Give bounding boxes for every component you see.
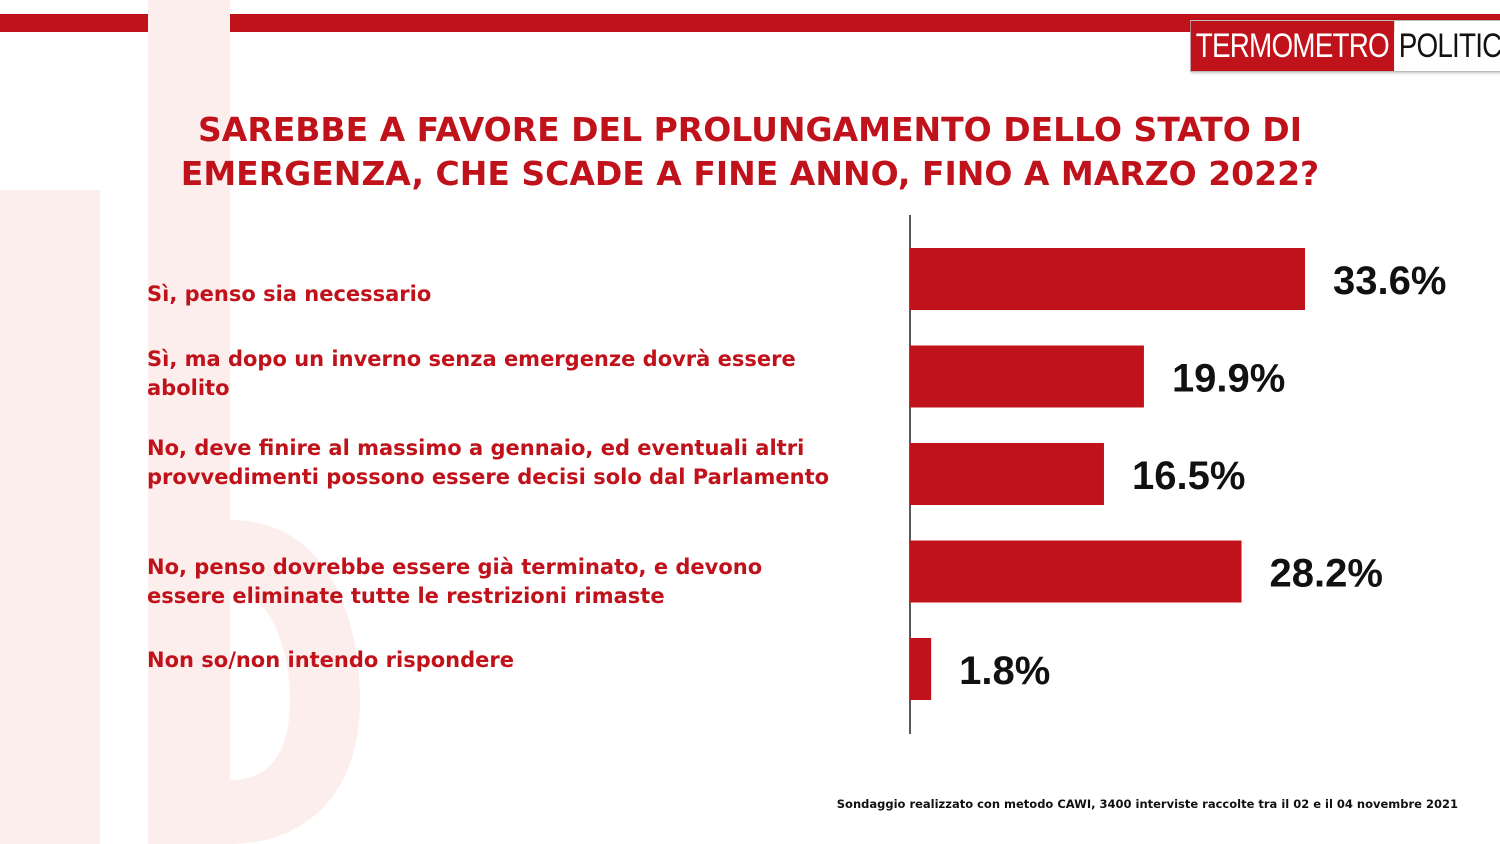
category-label-non-so: Non so/non intendo rispondere xyxy=(147,648,514,672)
logo-part-politico: POLITICO xyxy=(1393,21,1500,71)
category-label-si-dopo-inverno: Sì, ma dopo un inverno senza emergenze d… xyxy=(147,347,796,400)
data-label-5: 1.8% xyxy=(959,649,1050,693)
top-accent-bar xyxy=(0,14,1500,32)
termometro-politico-logo: TERMOMETRO POLITICO xyxy=(1190,20,1500,72)
category-label-no-terminato: No, penso dovrebbe essere già terminato,… xyxy=(147,555,763,608)
title-line-1: SAREBBE A FAVORE DEL PROLUNGAMENTO DELLO… xyxy=(198,110,1302,149)
bar-chart: 33.6% 19.9% 16.5% 28.2% 1.8% xyxy=(909,215,1446,734)
bar-1 xyxy=(910,248,1305,310)
bar-2 xyxy=(910,345,1144,408)
data-label-1: 33.6% xyxy=(1333,259,1446,303)
bar-4 xyxy=(910,540,1242,603)
logo-part-termometro: TERMOMETRO xyxy=(1190,21,1394,71)
title-line-2: EMERGENZA, CHE SCADE A FINE ANNO, FINO A… xyxy=(180,154,1320,193)
footnote-source: Sondaggio realizzato con metodo CAWI, 34… xyxy=(836,797,1458,811)
data-label-3: 16.5% xyxy=(1132,454,1245,498)
chart-title: SAREBBE A FAVORE DEL PROLUNGAMENTO DELLO… xyxy=(60,108,1440,196)
category-label-si-necessario: Sì, penso sia necessario xyxy=(147,282,432,306)
data-label-2: 19.9% xyxy=(1172,357,1285,401)
data-label-4: 28.2% xyxy=(1270,552,1383,596)
bar-3 xyxy=(910,443,1104,505)
bar-5 xyxy=(910,638,932,700)
category-label-no-gennaio: No, deve finire al massimo a gennaio, ed… xyxy=(147,436,830,489)
background-watermark xyxy=(0,0,360,844)
